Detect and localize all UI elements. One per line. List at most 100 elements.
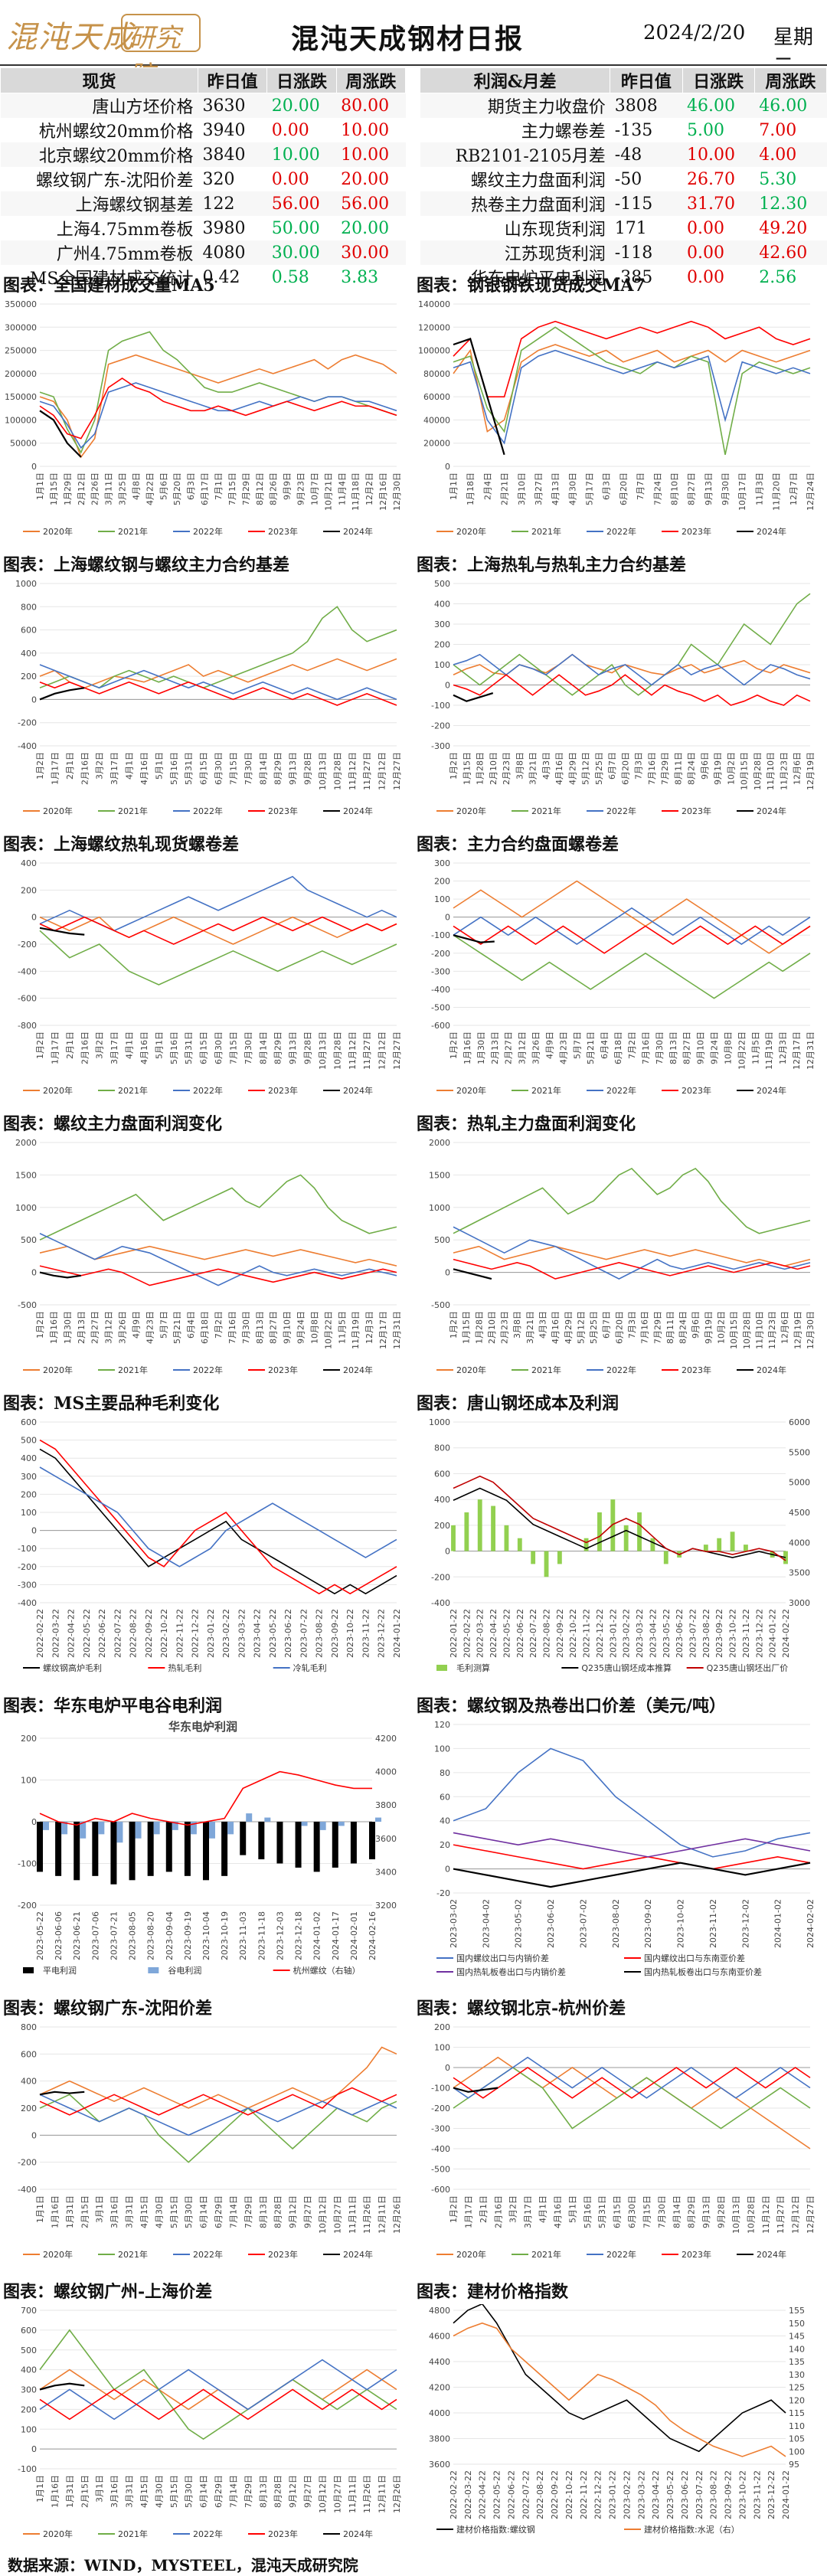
- x-tick-label: 2022-06-22: [506, 2470, 516, 2519]
- row-label: 主力螺卷差: [521, 123, 606, 142]
- table-cell: 5.00: [687, 120, 724, 140]
- x-tick-label: 1月1日: [35, 2195, 45, 2223]
- x-tick-label: 1月17日: [463, 2195, 473, 2228]
- x-tick-label: 5月16日: [583, 2195, 593, 2228]
- report-header: 混沌天成 研究院 混沌天成钢材日报 2024/2/20 星期二: [0, 0, 827, 91]
- table-cell: 46.00: [754, 93, 827, 118]
- chart-bar: [491, 1505, 496, 1551]
- chart-panel-rebar-basis: 图表：上海螺纹钢与螺纹主力合约基差 -400 -200 0 200 400 600 800 10…: [0, 551, 406, 827]
- legend-label: 2020年: [456, 526, 486, 537]
- legend-label: 2021年: [531, 1365, 561, 1375]
- x-tick-label: 11月5日: [750, 1031, 760, 1064]
- x-tick-label: 6月30日: [214, 1031, 224, 1064]
- chart-bar: [61, 1822, 68, 1835]
- x-tick-label: 11月23日: [767, 1311, 777, 1349]
- x-tick-label: 5月25日: [589, 1311, 599, 1344]
- y-tick-label: 200000: [5, 369, 37, 379]
- data-source-footer: 数据来源：WIND，MYSTEEL，混沌天成研究院: [8, 2556, 358, 2574]
- x-tick-label: 2023-08-22: [701, 1609, 711, 1658]
- x-tick-label: 2023-06-21: [72, 1911, 82, 1960]
- x-tick-label: 2022-03-22: [51, 1609, 60, 1658]
- y-tick-label: 0: [445, 681, 450, 691]
- x-tick-label: 10月28日: [746, 2195, 756, 2234]
- legend-label: 2023年: [682, 1365, 711, 1375]
- table-cell: 0.00: [687, 267, 724, 287]
- x-tick-label: 4月3日: [538, 1311, 548, 1339]
- y-tick-label: 1000: [15, 1203, 37, 1213]
- x-tick-label: 10月22日: [737, 1031, 747, 1070]
- table-cell: 30.00: [336, 240, 406, 265]
- chart-title: 图表：螺纹钢及热卷出口价差（美元/吨）: [417, 1696, 727, 1716]
- y-tick-label: -400: [431, 985, 450, 995]
- y2-tick-label: 140: [789, 2344, 805, 2354]
- y-tick-label: -100: [18, 1859, 37, 1869]
- table-cell: -48: [610, 142, 682, 167]
- x-tick-label: 8月27日: [687, 472, 697, 505]
- x-tick-label: 3月21日: [528, 752, 538, 785]
- x-tick-label: 2022-11-22: [175, 1609, 185, 1658]
- x-tick-label: 4月29日: [564, 1311, 574, 1344]
- x-tick-label: 9月28日: [303, 1031, 313, 1064]
- y-tick-label: 100: [434, 2043, 450, 2053]
- x-tick-label: 9月6日: [700, 752, 710, 780]
- legend-label: 2024年: [757, 526, 786, 537]
- x-tick-label: 9月28日: [303, 752, 313, 785]
- legend-label: 建材价格指数:螺纹钢: [456, 2524, 535, 2535]
- y-tick-label: -200: [431, 949, 450, 959]
- y-tick-label: 0: [445, 2063, 450, 2073]
- y-tick-label: -200: [431, 721, 450, 731]
- x-tick-label: 2023-08-20: [146, 1911, 156, 1960]
- x-tick-label: 9月13日: [288, 752, 298, 785]
- x-tick-label: 2月4日: [482, 472, 492, 500]
- x-tick-label: 2023-01-22: [608, 2470, 618, 2519]
- spot-price-table: 现货 昨日值 日涨跌 周涨跌 唐山方坯价格 3630 20.00 80.00 杭州螺纹20mm价…: [0, 67, 407, 289]
- table-cell: 56.00: [266, 191, 337, 216]
- x-tick-label: 12月27日: [392, 752, 402, 790]
- y-tick-label: 300000: [5, 322, 37, 332]
- x-tick-label: 10月12日: [318, 2475, 328, 2513]
- x-tick-label: 9月27日: [303, 2475, 313, 2508]
- x-tick-label: 4月9日: [131, 1311, 141, 1339]
- y-tick-label: 4400: [429, 2357, 450, 2367]
- x-tick-label: 1月16日: [50, 2475, 60, 2508]
- x-tick-label: 2022-02-22: [449, 2470, 459, 2519]
- x-tick-label: 12月31日: [392, 1311, 402, 1349]
- x-tick-label: 1月1日: [35, 472, 45, 500]
- y-tick-label: 50000: [10, 439, 37, 449]
- x-tick-label: 2024-02-01: [349, 1911, 359, 1960]
- chart-bar: [208, 1822, 215, 1839]
- x-tick-label: 6月20日: [619, 472, 629, 505]
- x-tick-label: 3月25日: [118, 472, 128, 505]
- chart-bar: [504, 1525, 509, 1551]
- x-tick-label: 11月26日: [362, 2195, 372, 2234]
- x-tick-label: 12月24日: [806, 472, 816, 511]
- legend-label: 国内螺纹出口与内销价差: [456, 1953, 549, 1963]
- x-tick-label: 2024-01-02: [773, 1899, 783, 1948]
- series-line: [39, 2382, 85, 2391]
- y2-tick-label: 3600: [375, 1834, 397, 1844]
- table-cell: 3808: [610, 93, 682, 118]
- chart-title: 图表：上海螺纹钢与螺纹主力合约基差: [3, 555, 290, 575]
- y-tick-label: 200: [434, 1521, 450, 1531]
- x-tick-label: 1月2日: [449, 1031, 459, 1059]
- x-tick-label: 6月14日: [199, 2475, 209, 2508]
- x-tick-label: 10月13日: [318, 1031, 328, 1070]
- x-tick-label: 2023-07-22: [688, 1609, 698, 1658]
- legend-label: 2022年: [606, 2249, 636, 2260]
- series-line: [39, 930, 397, 986]
- legend-label: 2024年: [757, 1365, 786, 1375]
- x-tick-label: 2023-10-22: [728, 1609, 738, 1658]
- y2-tick-label: 105: [789, 2434, 805, 2444]
- y2-tick-label: 3500: [789, 1568, 810, 1578]
- table-row: 主力螺卷差 -135 5.00 7.00: [420, 118, 827, 142]
- x-tick-label: 12月12日: [791, 2195, 801, 2234]
- row-label: RB2101-2105月差: [420, 142, 610, 167]
- table-cell: 10.00: [266, 142, 337, 167]
- table-cell: 80.00: [336, 93, 406, 118]
- x-tick-label: 2022-02-22: [462, 1609, 472, 1658]
- chart-svg: 0 20000 40000 60000 80000 100000 120000 140000 1…: [418, 299, 816, 537]
- legend-label: 2024年: [343, 2249, 373, 2260]
- x-tick-label: 3月1日: [95, 2475, 105, 2502]
- x-tick-label: 7月15日: [228, 1031, 238, 1064]
